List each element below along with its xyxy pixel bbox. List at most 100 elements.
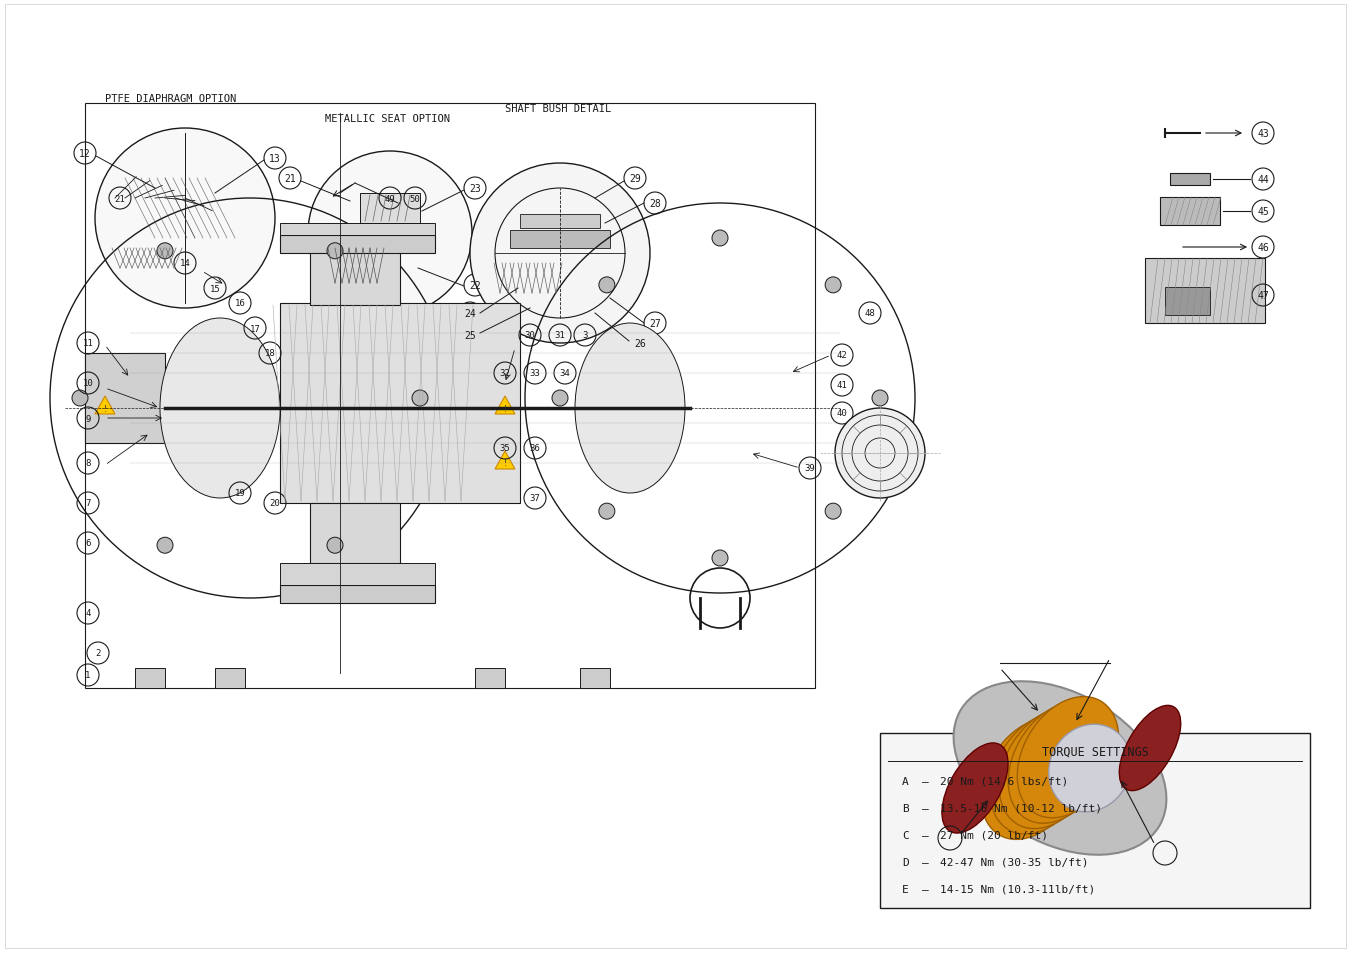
Bar xyxy=(476,668,505,688)
Text: 21: 21 xyxy=(115,194,126,203)
Bar xyxy=(280,563,435,585)
Ellipse shape xyxy=(981,719,1082,840)
Text: –: – xyxy=(921,830,928,841)
Text: –: – xyxy=(921,857,928,867)
Ellipse shape xyxy=(1119,705,1181,791)
Text: 50: 50 xyxy=(409,194,420,203)
Ellipse shape xyxy=(1000,708,1101,829)
Bar xyxy=(280,304,520,503)
Text: 48: 48 xyxy=(865,309,875,318)
Text: D: D xyxy=(902,857,909,867)
Text: 27: 27 xyxy=(648,318,661,329)
Text: 42-47 Nm (30-35 lb/ft): 42-47 Nm (30-35 lb/ft) xyxy=(940,857,1089,867)
Circle shape xyxy=(72,391,88,407)
Circle shape xyxy=(835,409,925,498)
Ellipse shape xyxy=(954,681,1166,855)
Text: 21: 21 xyxy=(284,173,296,184)
Circle shape xyxy=(412,391,428,407)
Circle shape xyxy=(157,537,173,554)
Text: 7: 7 xyxy=(85,499,91,508)
Text: 2: 2 xyxy=(96,649,101,658)
Text: 43: 43 xyxy=(1258,129,1269,139)
Text: 49: 49 xyxy=(385,194,396,203)
Bar xyxy=(309,246,400,306)
Text: 9: 9 xyxy=(85,414,91,423)
Text: 47: 47 xyxy=(1258,291,1269,301)
Circle shape xyxy=(871,391,888,407)
Text: E: E xyxy=(902,884,909,894)
Text: 26: 26 xyxy=(634,338,646,349)
Text: 31: 31 xyxy=(555,331,565,340)
Circle shape xyxy=(95,129,276,309)
Bar xyxy=(359,193,420,224)
Bar xyxy=(1170,173,1210,186)
Bar xyxy=(85,354,165,443)
Circle shape xyxy=(327,244,343,259)
Text: 15: 15 xyxy=(209,284,220,294)
Bar xyxy=(280,235,435,253)
Text: 30: 30 xyxy=(524,331,535,340)
Text: 14-15 Nm (10.3-11lb/ft): 14-15 Nm (10.3-11lb/ft) xyxy=(940,884,1096,894)
Bar xyxy=(85,104,815,688)
Circle shape xyxy=(327,537,343,554)
Text: 17: 17 xyxy=(250,324,261,334)
Polygon shape xyxy=(494,396,515,415)
Text: 4: 4 xyxy=(85,609,91,618)
Circle shape xyxy=(712,551,728,566)
Ellipse shape xyxy=(1017,697,1119,818)
Text: TORQUE SETTINGS: TORQUE SETTINGS xyxy=(1042,744,1148,758)
Text: 32: 32 xyxy=(500,369,511,378)
Text: 20 Nm (14.6 lbs/ft): 20 Nm (14.6 lbs/ft) xyxy=(940,776,1069,786)
Text: 13: 13 xyxy=(269,153,281,164)
Text: !: ! xyxy=(504,404,507,413)
Text: 27 Nm (20 lb/ft): 27 Nm (20 lb/ft) xyxy=(940,830,1048,841)
Circle shape xyxy=(386,234,394,243)
Text: SHAFT BUSH DETAIL: SHAFT BUSH DETAIL xyxy=(505,104,611,113)
Text: METALLIC SEAT OPTION: METALLIC SEAT OPTION xyxy=(326,113,450,124)
Circle shape xyxy=(308,152,471,315)
Text: 14: 14 xyxy=(180,259,190,268)
Ellipse shape xyxy=(990,713,1092,834)
Text: B: B xyxy=(902,803,909,813)
Text: 25: 25 xyxy=(465,331,476,340)
Bar xyxy=(1161,198,1220,226)
Bar xyxy=(309,503,400,563)
Bar xyxy=(215,668,245,688)
Text: 3: 3 xyxy=(582,331,588,340)
Ellipse shape xyxy=(942,743,1008,833)
Text: 34: 34 xyxy=(559,369,570,378)
Text: 6: 6 xyxy=(85,539,91,548)
Ellipse shape xyxy=(1008,702,1109,823)
Text: 28: 28 xyxy=(648,199,661,209)
Text: 8: 8 xyxy=(85,459,91,468)
Text: 13.5-16 Nm (10-12 lb/ft): 13.5-16 Nm (10-12 lb/ft) xyxy=(940,803,1102,813)
Circle shape xyxy=(157,244,173,259)
Text: 46: 46 xyxy=(1258,243,1269,253)
Text: 42: 42 xyxy=(836,351,847,360)
Text: 39: 39 xyxy=(805,464,816,473)
Text: 16: 16 xyxy=(235,299,246,308)
Bar xyxy=(880,733,1310,908)
Bar xyxy=(520,214,600,229)
Text: 10: 10 xyxy=(82,379,93,388)
Text: 12: 12 xyxy=(80,149,91,159)
Text: 37: 37 xyxy=(530,494,540,503)
Text: 24: 24 xyxy=(465,309,476,318)
Text: 11: 11 xyxy=(82,339,93,348)
Bar xyxy=(1165,288,1210,315)
Text: 41: 41 xyxy=(836,381,847,390)
Text: –: – xyxy=(921,803,928,813)
Text: 40: 40 xyxy=(836,409,847,418)
Ellipse shape xyxy=(1048,724,1131,812)
Text: !: ! xyxy=(504,459,507,468)
Text: 23: 23 xyxy=(469,184,481,193)
Text: C: C xyxy=(902,830,909,841)
Circle shape xyxy=(825,277,842,294)
Text: !: ! xyxy=(104,404,107,413)
Text: 45: 45 xyxy=(1258,207,1269,216)
Text: 20: 20 xyxy=(270,499,281,508)
Circle shape xyxy=(598,277,615,294)
Bar xyxy=(135,668,165,688)
Circle shape xyxy=(825,503,842,519)
Text: –: – xyxy=(921,776,928,786)
